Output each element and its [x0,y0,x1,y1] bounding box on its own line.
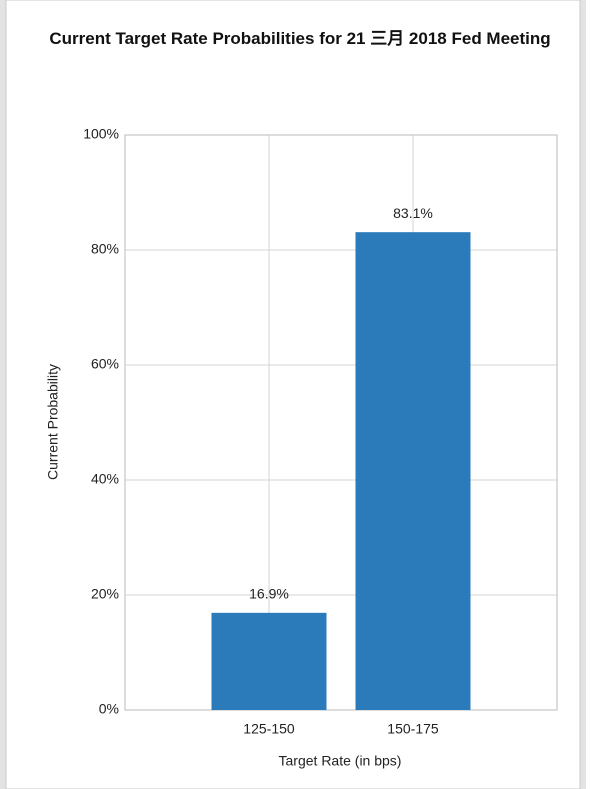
y-tick-label: 20% [91,586,119,602]
bar [211,612,327,710]
value-label: 83.1% [393,205,433,221]
value-label: 16.9% [249,586,289,602]
y-tick-label: 0% [99,701,119,717]
x-tick-label: 150-175 [387,721,439,737]
x-tick-label: 125-150 [243,721,295,737]
plot-frame [124,134,558,711]
x-axis-label: Target Rate (in bps) [279,753,402,769]
frame-right [580,0,586,789]
frame-left [0,0,6,789]
y-tick-label: 100% [83,126,119,142]
title-box: Current Target Rate Probabilities for 21… [49,29,551,48]
y-axis-label: Current Probability [45,364,61,480]
chart-title: Current Target Rate Probabilities for 21… [49,29,551,48]
y-tick-label: 40% [91,471,119,487]
y-tick-label: 80% [91,241,119,257]
y-tick-label: 60% [91,356,119,372]
bar [355,232,471,711]
